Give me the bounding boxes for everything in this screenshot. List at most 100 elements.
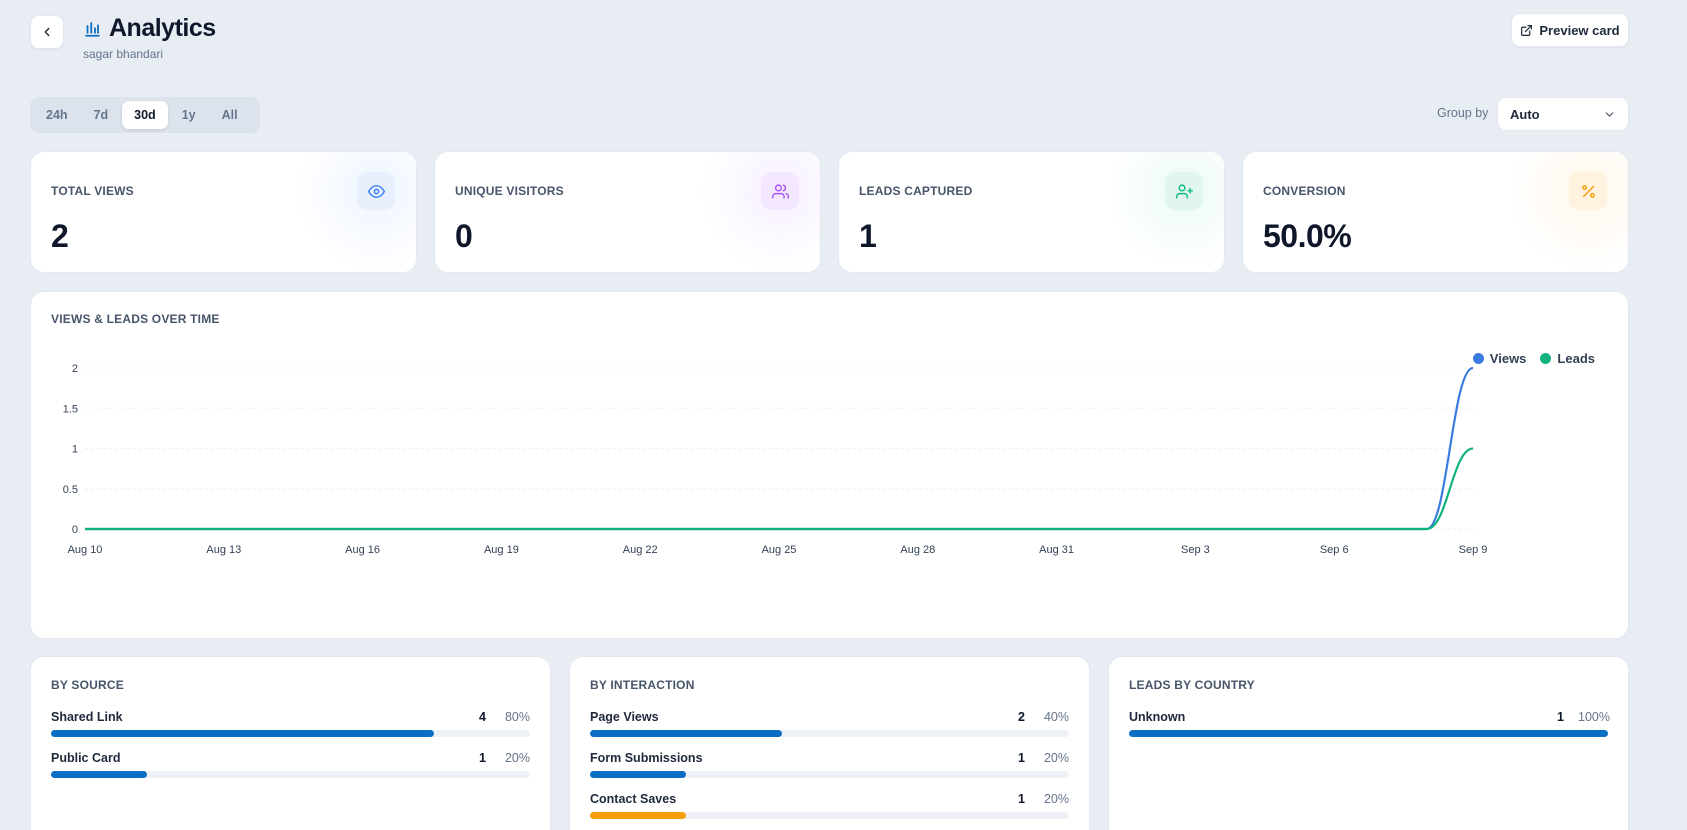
range-7d[interactable]: 7d [93,108,109,122]
by-source-title: BY SOURCE [51,678,124,692]
page-header: Analytics sagar bhandari [83,14,216,61]
breakdown-bar-fill [590,730,782,737]
breakdown-bar-fill [590,771,686,778]
breakdown-bar-fill [590,812,686,819]
chart-title: VIEWS & LEADS OVER TIME [51,312,220,326]
breakdown-count: 1 [1018,751,1025,765]
x-tick-label: Aug 10 [68,544,103,556]
by-interaction-title: BY INTERACTION [590,678,695,692]
bar-chart-icon [85,21,100,37]
breakdown-row: Contact Saves 1 20% [590,792,1069,830]
stat-value: 2 [51,218,69,254]
breakdown-count: 1 [1018,792,1025,806]
legend-item-leads[interactable]: Leads [1540,351,1595,366]
breakdown-row: Form Submissions 1 20% [590,751,1069,792]
by-source-card: BY SOURCE Shared Link 4 80% Public Card 1 20% [30,656,551,830]
x-tick-label: Aug 13 [206,544,241,556]
line-chart: 0 0.5 1 1.5 2 Aug 10 Aug 13 Aug 16 Aug 19 Aug 22 A… [63,363,1488,556]
x-tick-label: Aug 25 [762,544,797,556]
x-tick-label: Aug 19 [484,544,519,556]
y-tick-label: 0 [72,524,78,536]
breakdown-bar-track [51,771,530,778]
breakdown-count: 4 [479,710,486,724]
stat-card-unique-visitors: UNIQUE VISITORS 0 [434,151,821,273]
stat-label: CONVERSION [1263,184,1346,198]
stat-card-leads-captured: LEADS CAPTURED 1 [838,151,1225,273]
preview-card-label: Preview card [1539,22,1620,38]
group-by-select[interactable]: Auto [1497,97,1629,131]
eye-icon [357,172,395,210]
breakdown-bar-track [1129,730,1608,737]
stat-card-conversion: CONVERSION 50.0% [1242,151,1629,273]
x-tick-label: Aug 31 [1039,544,1074,556]
breakdown-bar-track [51,730,530,737]
card-glow [296,152,416,272]
chevron-down-icon [1605,111,1614,117]
stat-card-total-views: TOTAL VIEWS 2 [30,151,417,273]
stat-value: 50.0% [1263,218,1352,254]
y-tick-label: 1.5 [63,403,78,415]
series-line-leads [85,447,1474,531]
breakdown-name: Page Views [590,710,659,724]
by-interaction-list: Page Views 2 40% Form Submissions 1 20% Contac… [590,710,1069,830]
card-glow [700,152,820,272]
by-source-list: Shared Link 4 80% Public Card 1 20% [51,710,530,792]
leads-by-country-list: Unknown 1 100% [1129,710,1610,751]
range-1y[interactable]: 1y [181,108,196,122]
breakdown-bar-fill [51,730,435,737]
range-all[interactable]: All [221,108,238,122]
breakdown-count: 2 [1018,710,1025,724]
preview-card-button[interactable]: Preview card [1511,13,1629,47]
chart-legend: Views Leads [1472,351,1595,366]
time-range-selector: 24h 7d 30d 1y All [30,97,260,133]
breakdown-name: Form Submissions [590,751,703,765]
users-icon [761,172,799,210]
breakdown-percent: 20% [1043,792,1069,806]
x-tick-label: Aug 16 [345,544,380,556]
legend-item-views[interactable]: Views [1472,351,1527,366]
leads-by-country-title: LEADS BY COUNTRY [1129,678,1255,692]
card-glow [1104,152,1224,272]
x-tick-label: Aug 22 [623,544,658,556]
stat-label: LEADS CAPTURED [859,184,973,198]
y-tick-label: 2 [72,363,78,375]
range-24h[interactable]: 24h [46,108,68,122]
group-by-label: Group by [1437,106,1489,120]
x-tick-label: Aug 28 [900,544,935,556]
stat-value: 1 [859,218,877,254]
legend-dot-leads [1540,353,1552,364]
breakdown-percent: 40% [1043,710,1069,724]
range-30d[interactable]: 30d [122,101,168,129]
breakdown-bar-fill [51,771,147,778]
group-by-value: Auto [1510,106,1540,122]
breakdown-percent: 100% [1578,710,1610,724]
breakdown-row: Page Views 2 40% [590,710,1069,751]
stat-label: TOTAL VIEWS [51,184,134,198]
breakdown-row: Public Card 1 20% [51,751,530,792]
breakdown-bar-track [590,771,1069,778]
breakdown-bar-track [590,730,1069,737]
legend-label-views: Views [1489,351,1527,366]
page-title: Analytics [109,14,216,42]
external-link-icon [1521,24,1533,36]
breakdown-percent: 20% [504,751,530,765]
back-button[interactable] [30,15,64,49]
views-leads-chart-card: VIEWS & LEADS OVER TIME Views Leads 0 0.5… [30,291,1629,639]
breakdown-count: 1 [479,751,486,765]
breakdown-row: Unknown 1 100% [1129,710,1610,751]
x-tick-label: Sep 9 [1459,544,1488,556]
chevron-left-icon [44,27,50,37]
stat-label: UNIQUE VISITORS [455,184,564,198]
card-glow [1508,152,1628,272]
legend-label-leads: Leads [1557,351,1595,366]
percent-icon [1569,172,1607,210]
x-tick-label: Sep 6 [1320,544,1349,556]
breakdown-name: Unknown [1129,710,1186,724]
series-line-views [85,366,1474,531]
y-tick-label: 0.5 [63,484,78,496]
breakdown-count: 1 [1557,710,1564,724]
breakdown-row: Shared Link 4 80% [51,710,530,751]
breakdown-percent: 20% [1043,751,1069,765]
breakdown-name: Public Card [51,751,121,765]
breakdown-bar-fill [1129,730,1608,737]
